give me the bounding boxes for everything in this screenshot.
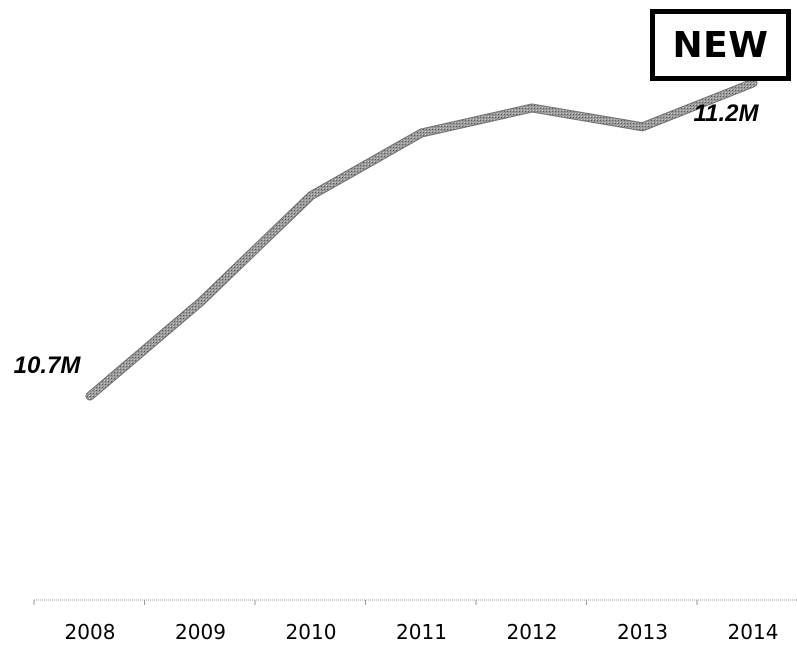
x-axis: 2008 2009 2010 2011 2012 2013 2014 xyxy=(33,599,797,644)
x-tick-label: 2013 xyxy=(617,620,668,642)
x-tick-label: 2012 xyxy=(507,620,558,642)
data-label: 11.2M xyxy=(694,100,760,127)
x-tick-label: 2010 xyxy=(286,620,337,642)
x-tick-label: 2014 xyxy=(728,620,779,642)
x-tick-label: 2009 xyxy=(175,620,226,642)
data-label: 10.7M xyxy=(14,352,82,379)
x-tick-label: 2011 xyxy=(396,620,447,642)
series-line-path xyxy=(86,79,757,400)
x-tick-label: 2008 xyxy=(65,620,116,642)
data-labels: 10.7M 11.2M xyxy=(14,100,760,379)
series-line xyxy=(85,78,758,401)
new-badge: NEW xyxy=(650,9,791,81)
